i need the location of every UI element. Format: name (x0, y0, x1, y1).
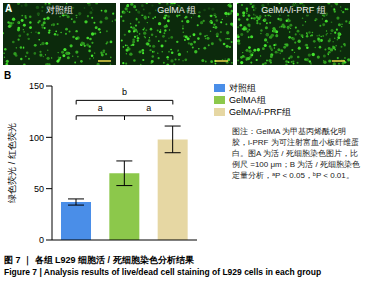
svg-text:b: b (122, 87, 127, 97)
html-text:B: B (4, 70, 12, 81)
html-text:对照组: 对照组 (229, 82, 256, 93)
svg-text:a: a (146, 103, 151, 113)
html-text:Figure 7 | Analysis results of: Figure 7 | Analysis results of live/dead… (4, 267, 322, 277)
svg-text:GelMA 组: GelMA 组 (157, 5, 196, 15)
svg-text:0: 0 (39, 235, 44, 245)
svg-text:100: 100 (29, 133, 44, 143)
svg-text:绿色荧光 / 红色荧光: 绿色荧光 / 红色荧光 (7, 123, 17, 203)
svg-text:a: a (98, 103, 103, 113)
html-text:GelMA组: GelMA组 (229, 94, 266, 105)
svg-text:GelMA/i-PRF 组: GelMA/i-PRF 组 (261, 5, 326, 15)
html-text:图注：GelMA 为甲基丙烯酰化明胶，i-PRF 为可注射富: 图注：GelMA 为甲基丙烯酰化明胶，i-PRF 为可注射富血小板纤维蛋白。图A… (232, 127, 360, 180)
svg-text:对照组: 对照组 (46, 5, 73, 15)
html-text:图 7 ｜ 各组 L929 细胞活 / 死细胞染色分析结果: 图 7 ｜ 各组 L929 细胞活 / 死细胞染色分析结果 (4, 255, 194, 265)
svg-text:50: 50 (34, 184, 44, 194)
html-text:GelMA/i-PRF组: GelMA/i-PRF组 (229, 106, 291, 117)
html-text:A: A (5, 3, 13, 14)
svg-text:150: 150 (29, 81, 44, 91)
